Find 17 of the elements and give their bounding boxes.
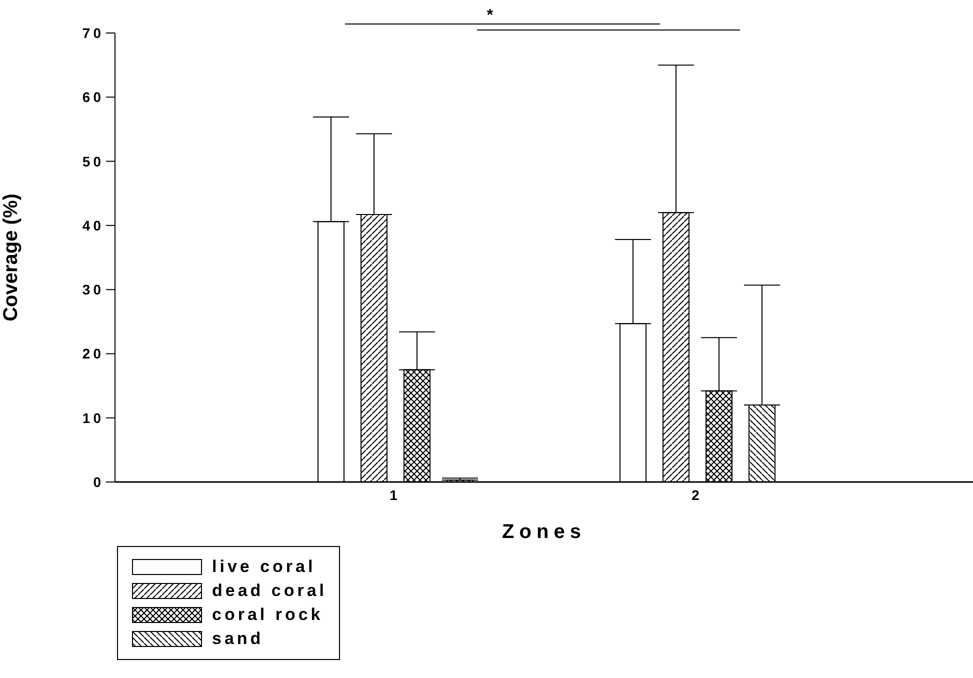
y-axis-title: Coverage (%): [0, 194, 22, 322]
y-tick-label: 40: [82, 217, 104, 234]
y-tick-label: 0: [93, 474, 104, 490]
y-tick-label: 10: [82, 410, 104, 426]
legend-label: coral rock: [212, 605, 324, 625]
y-tick-label: 30: [82, 282, 104, 298]
legend-label: sand: [212, 629, 264, 649]
x-tick-label: 1: [390, 486, 400, 503]
text: *: [486, 7, 494, 24]
y-tick-label: 60: [82, 89, 104, 106]
y-tick-label: 70: [82, 24, 104, 41]
y-tick-label: 20: [82, 346, 104, 362]
legend-label: dead coral: [212, 581, 328, 601]
x-axis-title: Zones: [502, 521, 586, 543]
legend-label: live coral: [212, 557, 316, 577]
y-tick-label: 50: [82, 153, 104, 170]
x-tick-label: 2: [692, 486, 702, 503]
